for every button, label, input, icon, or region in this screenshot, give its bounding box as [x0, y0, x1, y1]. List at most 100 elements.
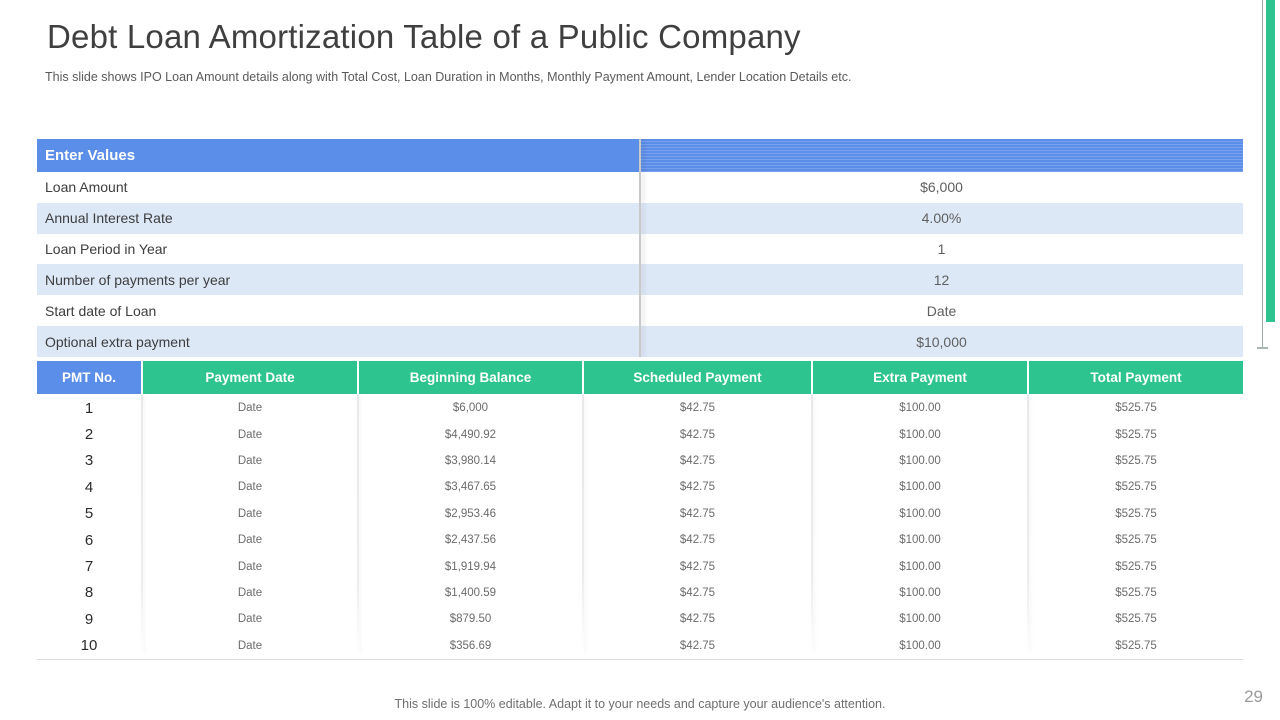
table-cell: $6,000	[452, 402, 489, 415]
column-divider-line	[357, 395, 359, 653]
table-cell: $100.00	[899, 534, 941, 547]
table-cell: $100.00	[899, 613, 941, 626]
table-cell: $42.75	[679, 428, 716, 441]
table-cell: $100.00	[899, 586, 941, 599]
enter-values-row-value: $6,000	[920, 179, 963, 196]
table-row: 9 Date $879.50 $42.75 $100.00 $525.75	[37, 606, 1243, 633]
table-cell: Date	[237, 481, 263, 494]
amortization-table: PMT No. Payment Date Beginning Balance Sche…	[37, 361, 1243, 660]
column-header: Payment Date	[143, 361, 357, 394]
table-cell: Date	[237, 560, 263, 573]
table-cell: $42.75	[679, 507, 716, 520]
enter-values-header-row: Enter Values	[37, 139, 1243, 172]
table-cell: Date	[237, 586, 263, 599]
table-cell: Date	[237, 454, 263, 467]
enter-values-row-label: Loan Amount	[45, 179, 128, 196]
page-subtitle: This slide shows IPO Loan Amount details…	[45, 70, 852, 84]
table-cell: $525.75	[1115, 402, 1157, 415]
table-cell: $525.75	[1115, 507, 1157, 520]
table-cell: $3,467.65	[444, 481, 497, 494]
table-cell: $1,400.59	[444, 586, 497, 599]
column-header: PMT No.	[37, 361, 141, 394]
enter-values-row-value: Date	[926, 302, 957, 319]
enter-values-header-label: Enter Values	[37, 139, 640, 172]
decorative-vertical-line	[1262, 0, 1263, 348]
table-cell: 8	[84, 584, 94, 602]
table-cell: Date	[237, 428, 263, 441]
table-cell: $3,980.14	[444, 454, 497, 467]
column-divider-line	[1027, 395, 1029, 653]
table-row: 6 Date $2,437.56 $42.75 $100.00 $525.75	[37, 526, 1243, 554]
table-cell: Date	[237, 507, 263, 520]
table-cell: $100.00	[899, 560, 941, 573]
table-cell: 3	[84, 452, 94, 470]
table-cell: Date	[237, 402, 263, 415]
table-cell: 4	[84, 478, 94, 496]
column-header: Extra Payment	[813, 361, 1027, 394]
table-cell: 6	[84, 531, 94, 549]
footer-note: This slide is 100% editable. Adapt it to…	[394, 697, 886, 711]
enter-values-row-label: Start date of Loan	[45, 302, 157, 319]
enter-values-table: Enter Values Loan Amount $6,000 Annual Int…	[37, 139, 1243, 357]
table-cell: $2,437.56	[444, 534, 497, 547]
enter-values-column-divider	[639, 139, 641, 357]
table-cell: $1,919.94	[444, 560, 497, 573]
table-cell: $42.75	[679, 481, 716, 494]
decorative-green-bar	[1266, 0, 1275, 322]
table-cell: Date	[237, 534, 263, 547]
enter-values-row-label: Annual Interest Rate	[45, 210, 173, 227]
table-cell: $2,953.46	[444, 507, 497, 520]
enter-values-row-label: Optional extra payment	[45, 333, 190, 350]
table-row: 10 Date $356.69 $42.75 $100.00 $525.75	[37, 632, 1243, 659]
column-header: Beginning Balance	[359, 361, 582, 394]
table-cell: $100.00	[899, 428, 941, 441]
table-cell: Date	[237, 639, 263, 652]
enter-values-row-value: $10,000	[916, 333, 967, 350]
table-cell: $42.75	[679, 534, 716, 547]
column-header: Total Payment	[1029, 361, 1243, 394]
table-row: 5 Date $2,953.46 $42.75 $100.00 $525.75	[37, 500, 1243, 527]
table-cell: $100.00	[899, 639, 941, 652]
table-cell: $42.75	[679, 454, 716, 467]
table-cell: $525.75	[1115, 428, 1157, 441]
page-number: 29	[1244, 687, 1263, 706]
enter-values-row-value: 1	[937, 241, 946, 258]
table-row: 4 Date $3,467.65 $42.75 $100.00 $525.75	[37, 474, 1243, 501]
table-bottom-border	[37, 659, 1243, 660]
table-cell: $525.75	[1115, 481, 1157, 494]
column-header: Scheduled Payment	[584, 361, 811, 394]
enter-values-row-value: 12	[933, 271, 950, 288]
table-cell: $42.75	[679, 560, 716, 573]
table-cell: $42.75	[679, 639, 716, 652]
table-cell: $42.75	[679, 586, 716, 599]
table-cell: $525.75	[1115, 454, 1157, 467]
table-row: 8 Date $1,400.59 $42.75 $100.00 $525.75	[37, 579, 1243, 607]
table-cell: $100.00	[899, 454, 941, 467]
enter-values-row-label: Number of payments per year	[45, 271, 231, 288]
table-cell: 1	[84, 399, 94, 417]
table-cell: $525.75	[1115, 639, 1157, 652]
table-cell: Date	[237, 613, 263, 626]
amortization-body: 1 Date $6,000 $42.75 $100.00 $525.75 2 Date $4,4…	[37, 395, 1243, 660]
table-cell: $4,490.92	[444, 428, 497, 441]
table-cell: 5	[84, 505, 94, 523]
table-row: 1 Date $6,000 $42.75 $100.00 $525.75	[37, 395, 1243, 422]
column-divider-line	[811, 395, 813, 653]
table-cell: $100.00	[899, 481, 941, 494]
table-cell: $525.75	[1115, 560, 1157, 573]
table-cell: $356.69	[449, 639, 492, 652]
column-divider-line	[582, 395, 584, 653]
table-cell: $100.00	[899, 402, 941, 415]
table-cell: $42.75	[679, 613, 716, 626]
table-cell: 10	[80, 637, 98, 655]
table-row: 3 Date $3,980.14 $42.75 $100.00 $525.75	[37, 447, 1243, 475]
table-cell: $42.75	[679, 402, 716, 415]
table-cell: 9	[84, 610, 94, 628]
enter-values-header-fill	[640, 139, 1243, 172]
table-cell: 2	[84, 426, 94, 444]
table-cell: $525.75	[1115, 613, 1157, 626]
table-row: 7 Date $1,919.94 $42.75 $100.00 $525.75	[37, 553, 1243, 580]
table-cell: $879.50	[449, 613, 492, 626]
decorative-line-end-tick	[1257, 347, 1268, 349]
table-cell: 7	[84, 558, 94, 576]
